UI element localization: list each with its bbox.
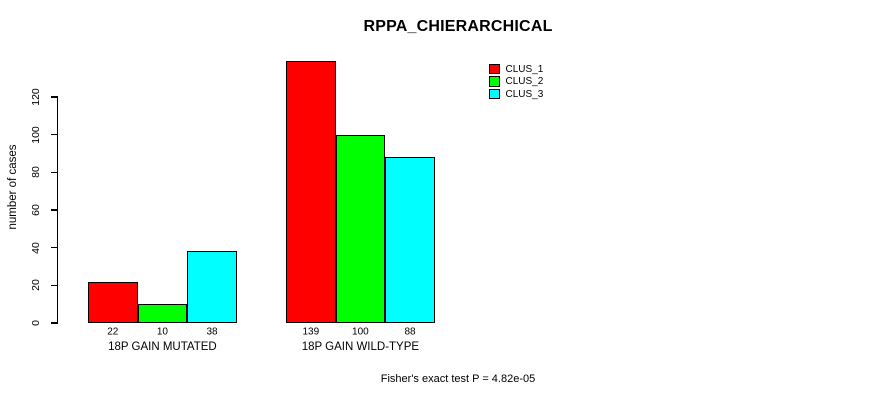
y-tick-mark [51,246,58,249]
y-tick-label: 40 [30,241,42,254]
fisher-test-note: Fisher's exact test P = 4.82e-05 [380,373,536,385]
y-axis-label: number of cases [7,144,19,230]
category-label: 18P GAIN MUTATED [108,341,217,353]
legend-item-clus_3: CLUS_3 [489,89,543,100]
y-tick-label: 0 [30,320,42,326]
bar-value-label: 88 [404,326,416,338]
bar-clus_3-group2 [385,157,435,323]
y-tick-label: 60 [30,204,42,216]
category-label: 18P GAIN WILD-TYPE [301,341,420,353]
bar-value-label: 22 [107,326,119,338]
bar-value-label: 100 [352,326,369,338]
legend-label: CLUS_2 [505,76,544,87]
legend-label: CLUS_1 [505,63,544,75]
bar-value-label: 139 [302,326,320,338]
y-tick-label: 20 [30,279,42,292]
y-tick-mark [51,284,58,287]
legend-item-clus_1: CLUS_1 [489,64,543,75]
legend-swatch-clus_2 [489,76,500,87]
y-tick-mark [51,171,58,174]
chart-title: RPPA_CHIERARCHICAL [363,18,553,35]
bar-clus_3-group1 [187,251,237,323]
legend-label: CLUS_3 [505,88,544,100]
y-tick-mark [51,96,58,98]
legend-swatch-clus_3 [489,88,500,100]
y-tick-label: 120 [30,88,42,106]
bar-clus_2-group2 [335,134,386,323]
bar-value-label: 38 [206,326,218,338]
bar-clus_1-group1 [88,281,138,323]
y-tick-label: 100 [30,125,42,144]
y-tick-label: 80 [30,166,42,179]
legend-swatch-clus_1 [489,63,500,75]
legend-item-clus_2: CLUS_2 [489,76,543,87]
y-tick-mark [51,209,58,211]
y-tick-mark [51,133,58,136]
bar-clus_2-group1 [137,304,188,323]
bar-value-label: 10 [156,326,168,338]
bar-clus_1-group2 [286,61,336,323]
y-tick-mark [51,322,58,324]
